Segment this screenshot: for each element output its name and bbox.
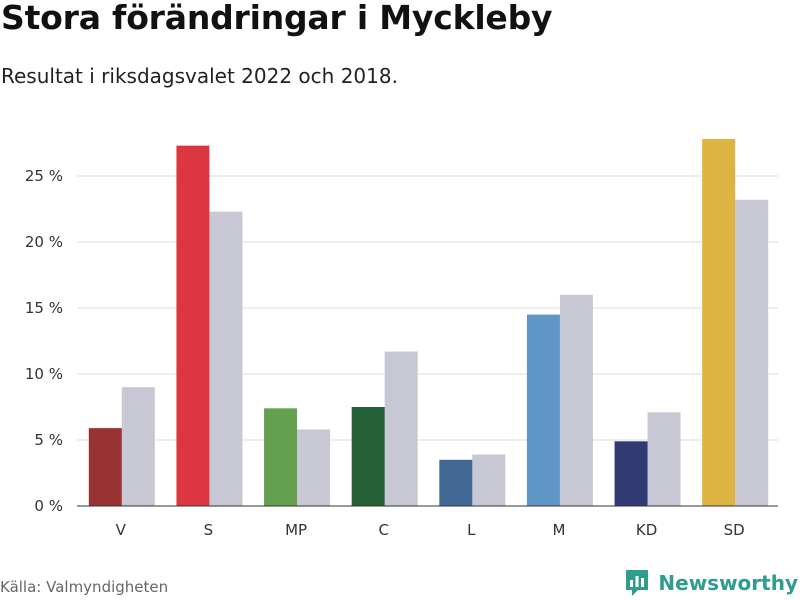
x-tick-label: C — [378, 521, 388, 539]
x-tick-label: V — [116, 521, 127, 539]
y-tick-label: 25 % — [25, 167, 63, 185]
bar-2018 — [121, 387, 155, 506]
bar-chart: 0 % 5 % 10 % 15 % 20 % 25 % V S MP C L M KD SD — [25, 139, 778, 539]
y-tick-label: 20 % — [25, 233, 63, 251]
bar-2022 — [439, 459, 473, 506]
x-tick-label: L — [467, 521, 476, 539]
bar-2018 — [384, 351, 418, 506]
y-tick-label: 15 % — [25, 299, 63, 317]
x-tick-label: M — [552, 521, 565, 539]
bar-2018 — [735, 199, 769, 506]
bar-2022 — [88, 428, 122, 506]
axes: 0 % 5 % 10 % 15 % 20 % 25 % V S MP C L M KD SD — [25, 167, 778, 539]
y-tick-label: 0 % — [34, 497, 63, 515]
newsworthy-logo-icon — [626, 570, 649, 596]
y-tick-label: 5 % — [34, 431, 63, 449]
bar-2022 — [526, 314, 560, 506]
x-tick-label: S — [204, 521, 214, 539]
bar-2022 — [614, 441, 648, 506]
newsworthy-logo[interactable]: Newsworthy — [624, 568, 798, 598]
bar-2018 — [472, 454, 506, 506]
x-tick-label: KD — [636, 521, 657, 539]
y-tick-label: 10 % — [25, 365, 63, 383]
x-tick-label: MP — [285, 521, 307, 539]
bar-2022 — [176, 145, 210, 506]
bar-2022 — [351, 407, 385, 506]
brand-name: Newsworthy — [658, 571, 798, 595]
chart-title: Stora förändringar i Myckleby — [1, 0, 553, 37]
bar-2022 — [702, 139, 736, 506]
bar-2022 — [264, 408, 298, 506]
bar-2018 — [209, 211, 243, 506]
bar-2018 — [559, 294, 593, 506]
bars — [88, 139, 769, 506]
source-label: Källa: Valmyndigheten — [0, 578, 169, 596]
bar-2018 — [297, 429, 331, 506]
bar-2018 — [647, 412, 681, 506]
x-tick-label: SD — [724, 521, 745, 539]
chart-subtitle: Resultat i riksdagsvalet 2022 och 2018. — [1, 64, 398, 88]
